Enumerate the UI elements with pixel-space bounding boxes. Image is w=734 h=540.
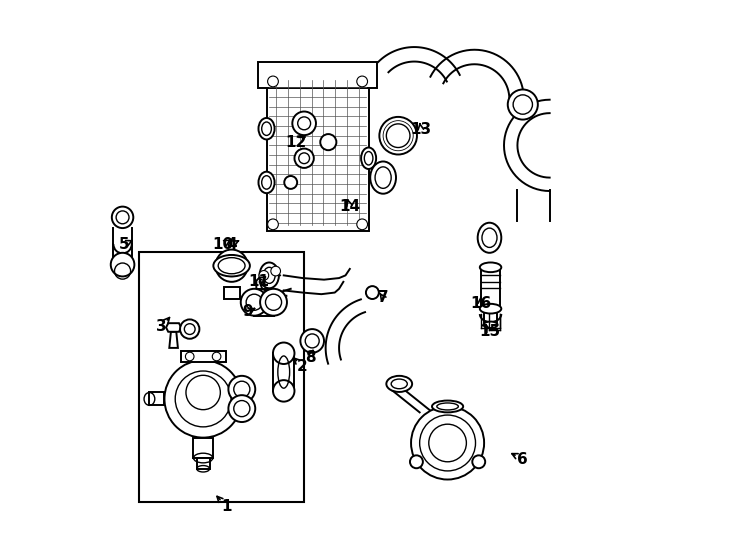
- Text: 11: 11: [248, 274, 269, 289]
- Text: 15: 15: [479, 325, 500, 339]
- Circle shape: [292, 112, 316, 135]
- Ellipse shape: [478, 222, 501, 253]
- Circle shape: [268, 76, 278, 87]
- Polygon shape: [225, 377, 244, 421]
- Ellipse shape: [258, 118, 275, 139]
- Polygon shape: [258, 62, 377, 89]
- Ellipse shape: [484, 322, 498, 328]
- Text: 14: 14: [339, 199, 360, 214]
- Polygon shape: [150, 393, 164, 406]
- Ellipse shape: [214, 255, 250, 276]
- Circle shape: [260, 289, 287, 316]
- Text: 6: 6: [517, 451, 528, 467]
- Text: 1: 1: [221, 499, 231, 514]
- Circle shape: [472, 455, 485, 468]
- Circle shape: [112, 207, 134, 228]
- Polygon shape: [197, 458, 210, 469]
- Polygon shape: [254, 289, 274, 316]
- Text: 9: 9: [242, 305, 253, 319]
- Circle shape: [410, 455, 423, 468]
- Circle shape: [241, 289, 268, 316]
- Ellipse shape: [361, 147, 376, 169]
- Circle shape: [357, 219, 368, 230]
- Circle shape: [271, 266, 280, 276]
- Text: 16: 16: [470, 296, 492, 311]
- Polygon shape: [266, 75, 368, 231]
- Circle shape: [320, 134, 336, 150]
- Ellipse shape: [370, 161, 396, 194]
- Ellipse shape: [480, 304, 501, 314]
- Circle shape: [216, 249, 248, 282]
- Circle shape: [180, 320, 200, 339]
- Circle shape: [228, 395, 255, 422]
- Ellipse shape: [480, 262, 501, 272]
- Polygon shape: [273, 353, 294, 391]
- Circle shape: [411, 407, 484, 480]
- Polygon shape: [170, 332, 178, 348]
- Ellipse shape: [258, 172, 275, 193]
- Polygon shape: [166, 323, 181, 332]
- Circle shape: [379, 117, 417, 154]
- Text: 4: 4: [226, 237, 237, 252]
- Circle shape: [366, 286, 379, 299]
- Circle shape: [273, 380, 294, 402]
- Circle shape: [294, 148, 314, 168]
- Circle shape: [259, 271, 269, 280]
- Polygon shape: [224, 287, 240, 299]
- Circle shape: [300, 329, 324, 353]
- Ellipse shape: [386, 376, 412, 392]
- Circle shape: [508, 90, 538, 119]
- Text: 13: 13: [410, 122, 432, 137]
- Text: 10: 10: [212, 237, 233, 252]
- Text: 2: 2: [297, 359, 308, 374]
- Text: 7: 7: [378, 291, 388, 306]
- Text: 5: 5: [119, 237, 129, 252]
- Circle shape: [357, 76, 368, 87]
- Circle shape: [228, 376, 255, 403]
- Text: 12: 12: [286, 134, 307, 150]
- Polygon shape: [194, 437, 213, 458]
- Ellipse shape: [432, 401, 463, 413]
- Circle shape: [273, 342, 294, 364]
- Text: 8: 8: [305, 349, 316, 364]
- Ellipse shape: [260, 262, 279, 288]
- Polygon shape: [181, 350, 226, 362]
- Circle shape: [111, 253, 134, 276]
- Circle shape: [268, 219, 278, 230]
- Bar: [139, 252, 304, 502]
- Circle shape: [284, 176, 297, 189]
- Circle shape: [164, 360, 241, 437]
- Text: 3: 3: [156, 319, 167, 334]
